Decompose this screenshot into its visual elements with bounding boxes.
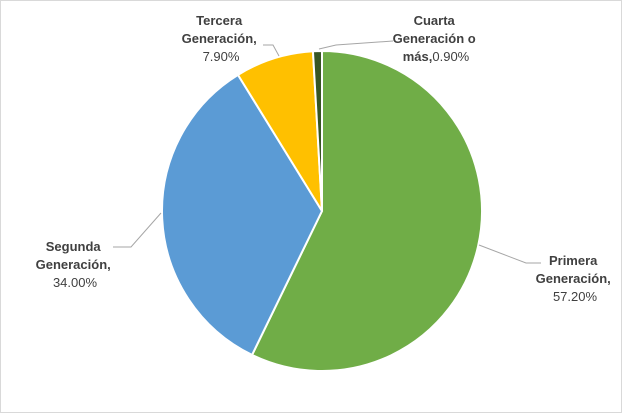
pie-slices [162,51,482,371]
leader-line-segunda [113,213,161,247]
label-cuarta-last-line: más,0.90% [403,49,470,64]
label-primera: Primera Generación, 57.20% [536,253,615,304]
label-cuarta: Cuarta Generación o más,0.90% [393,13,480,64]
label-segunda: Segunda Generación, 34.00% [36,239,115,290]
leader-line-cuarta [319,41,393,49]
label-tercera: Tercera Generación, 7.90% [182,13,261,64]
leader-line-primera [479,245,541,263]
leader-line-tercera [263,45,279,56]
